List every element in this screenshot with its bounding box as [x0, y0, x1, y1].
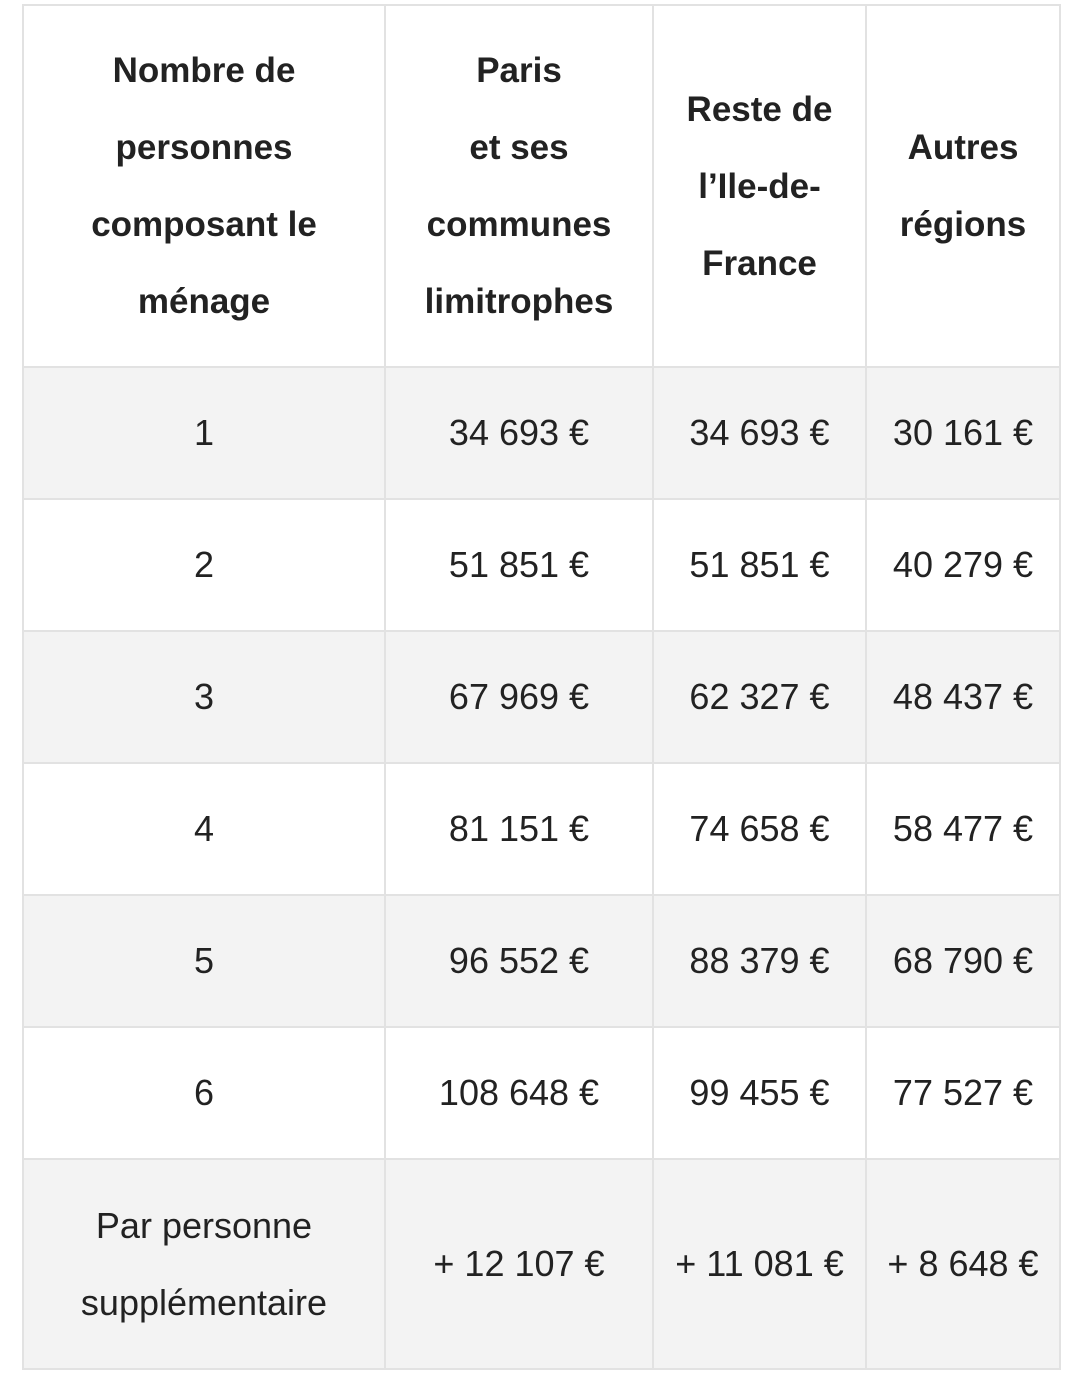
header-line: l’Ile-de-	[698, 166, 821, 206]
income-ceiling: 51 851 €	[652, 498, 867, 632]
income-ceiling: 74 658 €	[652, 762, 867, 896]
table-row: 1 34 693 €34 693 €30 161 €	[22, 366, 1061, 500]
household-size: 4	[22, 762, 386, 896]
household-size: 5	[22, 894, 386, 1028]
income-ceiling: 48 437 €	[865, 630, 1061, 764]
table-row: 4 81 151 €74 658 €58 477 €	[22, 762, 1061, 896]
header-line: et ses	[469, 128, 569, 167]
table-row: 6 108 648 €99 455 €77 527 €	[22, 1026, 1061, 1160]
cell-line: supplémentaire	[80, 1282, 328, 1323]
table-row: 2 51 851 €51 851 €40 279 €	[22, 498, 1061, 632]
income-ceiling: 40 279 €	[865, 498, 1061, 632]
income-ceiling: 51 851 €	[384, 498, 654, 632]
household-size: 6	[22, 1026, 386, 1160]
header-row: Nombre de personnes composant le ménage Pari…	[22, 4, 1061, 368]
income-ceiling: 62 327 €	[652, 630, 867, 764]
income-ceiling: + 12 107 €	[384, 1158, 654, 1370]
income-ceiling: 96 552 €	[384, 894, 654, 1028]
income-ceiling: 58 477 €	[865, 762, 1061, 896]
table-row: 3 67 969 €62 327 €48 437 €	[22, 630, 1061, 764]
header-line: Nombre de	[112, 51, 296, 90]
table-body: 1 34 693 €34 693 €30 161 €2 51 851 €51 851…	[22, 366, 1061, 1370]
income-ceiling: 30 161 €	[865, 366, 1061, 500]
table-row: Par personne supplémentaire + 12 107 € + 11…	[22, 1158, 1061, 1370]
header-cell: Paris et ses communes limitrophes	[384, 4, 654, 368]
household-size: Par personne supplémentaire	[22, 1158, 386, 1370]
header-cell: Autres régions	[865, 4, 1061, 368]
header-line: France	[702, 243, 817, 283]
income-ceiling: 34 693 €	[384, 366, 654, 500]
header-line: Reste de	[686, 89, 833, 129]
income-ceiling: + 8 648 €	[865, 1158, 1061, 1370]
header-line: régions	[899, 205, 1027, 244]
household-size: 3	[22, 630, 386, 764]
header-cell: Nombre de personnes composant le ménage	[22, 4, 386, 368]
header-line: Autres	[907, 128, 1019, 167]
header-line: ménage	[137, 282, 271, 321]
table-row: 5 96 552 €88 379 €68 790 €	[22, 894, 1061, 1028]
income-ceiling: 68 790 €	[865, 894, 1061, 1028]
income-ceiling: 67 969 €	[384, 630, 654, 764]
household-size: 2	[22, 498, 386, 632]
header-line: communes	[426, 205, 612, 244]
household-size: 1	[22, 366, 386, 500]
income-ceiling: + 11 081 €	[652, 1158, 867, 1370]
income-ceiling: 77 527 €	[865, 1026, 1061, 1160]
header-cell: Reste de l’Ile-de- France	[652, 4, 867, 368]
cell-line: Par personne	[95, 1205, 313, 1246]
header-line: personnes	[115, 128, 293, 167]
header-line: Paris	[476, 51, 562, 90]
income-table: Nombre de personnes composant le ménage Pari…	[22, 4, 1061, 1370]
income-ceiling: 81 151 €	[384, 762, 654, 896]
header-line: limitrophes	[424, 282, 614, 321]
income-ceiling: 108 648 €	[384, 1026, 654, 1160]
income-ceiling: 88 379 €	[652, 894, 867, 1028]
income-ceiling: 34 693 €	[652, 366, 867, 500]
income-ceiling: 99 455 €	[652, 1026, 867, 1160]
header-line: composant le	[91, 205, 317, 244]
